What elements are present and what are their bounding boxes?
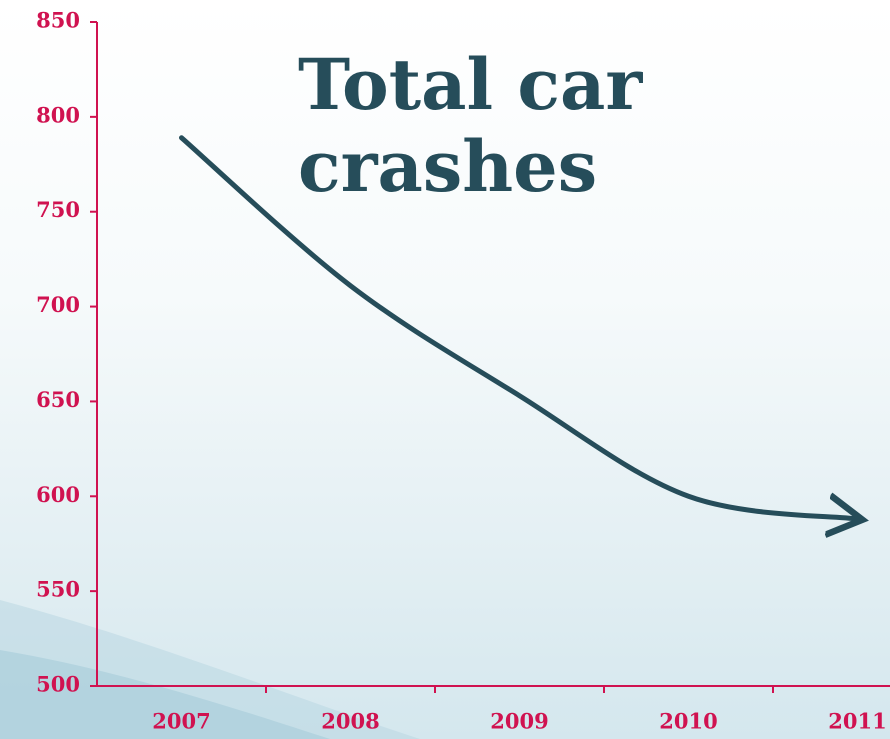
y-tick-label: 650	[36, 387, 80, 412]
y-tick-label: 750	[36, 197, 80, 222]
data-line	[179, 135, 858, 519]
x-tick-label: 2010	[659, 709, 717, 734]
y-tick-label: 550	[36, 577, 80, 602]
y-tick-label: 700	[36, 292, 80, 317]
x-tick-label: 2009	[490, 709, 548, 734]
x-tick-label: 2007	[152, 709, 210, 734]
background-swoosh	[0, 650, 330, 739]
y-tick-label: 800	[36, 102, 80, 127]
chart-title: Total car crashes	[298, 43, 643, 208]
x-tick-label: 2008	[321, 709, 379, 734]
background-swoosh	[0, 600, 420, 739]
y-tick-label: 500	[36, 672, 80, 697]
x-tick-label: 2011	[828, 709, 886, 734]
y-tick-label: 600	[36, 482, 80, 507]
y-tick-label: 850	[36, 8, 80, 33]
